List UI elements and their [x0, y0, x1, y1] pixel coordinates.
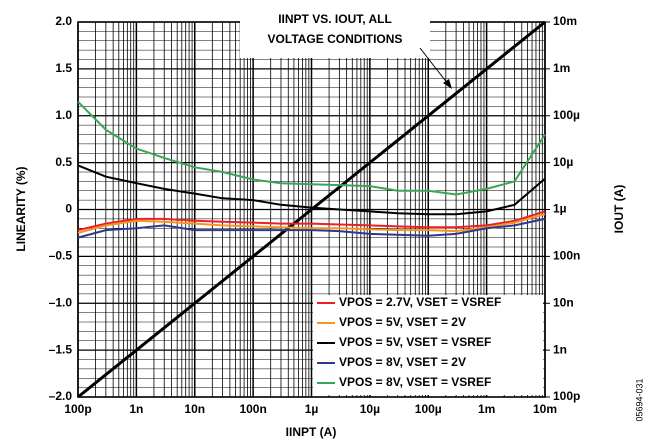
x-tick-label: 10n	[184, 402, 205, 416]
y-tick-label: –1.5	[49, 342, 73, 356]
y-tick-label: 1.0	[55, 108, 72, 122]
y-tick-label: 2.0	[55, 14, 72, 28]
annotation-text: VOLTAGE CONDITIONS	[268, 32, 403, 46]
y2-axis-label: IOUT (A)	[612, 185, 626, 234]
x-tick-label: 1µ	[305, 402, 319, 416]
series-line	[77, 100, 546, 196]
y2-tick-label: 1n	[553, 342, 567, 356]
y-tick-label: 0	[65, 202, 72, 216]
legend-label: VPOS = 5V, VSET = VSREF	[339, 335, 491, 349]
legend-label: VPOS = 8V, VSET = 2V	[339, 355, 466, 369]
annotation-box	[240, 6, 430, 58]
figure-code: 05694-031	[634, 378, 644, 421]
y2-tick-label: 10n	[553, 295, 574, 309]
legend-box	[313, 295, 543, 395]
y2-tick-label: 10m	[553, 14, 577, 28]
series-line	[77, 210, 546, 232]
x-tick-label: 1n	[129, 402, 143, 416]
legend-label: VPOS = 5V, VSET = 2V	[339, 315, 466, 329]
y2-tick-label: 100p	[553, 389, 580, 403]
y-tick-label: 1.5	[55, 61, 72, 75]
x-tick-label: 10µ	[360, 402, 380, 416]
legend-label: VPOS = 8V, VSET = VSREF	[339, 375, 491, 389]
series-line	[77, 217, 546, 239]
y-tick-label: 0.5	[55, 155, 72, 169]
x-tick-label: 100µ	[415, 402, 442, 416]
x-tick-label: 100n	[239, 402, 266, 416]
y2-tick-label: 1µ	[553, 202, 567, 216]
y-tick-label: –0.5	[49, 249, 73, 263]
y-tick-label: –2.0	[49, 389, 73, 403]
reference-line	[77, 20, 546, 399]
x-axis-label: IINPT (A)	[286, 425, 337, 439]
series-line	[77, 213, 546, 234]
x-tick-label: 1m	[478, 402, 495, 416]
series-line	[77, 164, 546, 216]
y2-tick-label: 100µ	[553, 108, 580, 122]
y-tick-label: –1.0	[49, 295, 73, 309]
annotation-text: IINPT VS. IOUT, ALL	[278, 12, 392, 26]
x-tick-label: 10m	[533, 402, 557, 416]
annotation-arrowhead	[443, 79, 452, 89]
x-tick-label: 100p	[64, 402, 91, 416]
legend-label: VPOS = 2.7V, VSET = VSREF	[339, 295, 501, 309]
y2-tick-label: 100n	[553, 249, 580, 263]
y2-tick-label: 10µ	[553, 155, 573, 169]
annotation-arrow	[419, 47, 449, 85]
y-axis-label: LINEARITY (%)	[14, 166, 28, 251]
y2-tick-label: 1m	[553, 61, 570, 75]
